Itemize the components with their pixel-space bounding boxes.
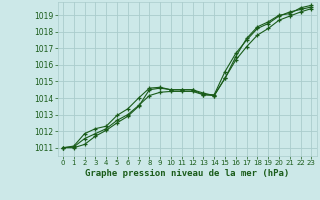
X-axis label: Graphe pression niveau de la mer (hPa): Graphe pression niveau de la mer (hPa) bbox=[85, 169, 289, 178]
